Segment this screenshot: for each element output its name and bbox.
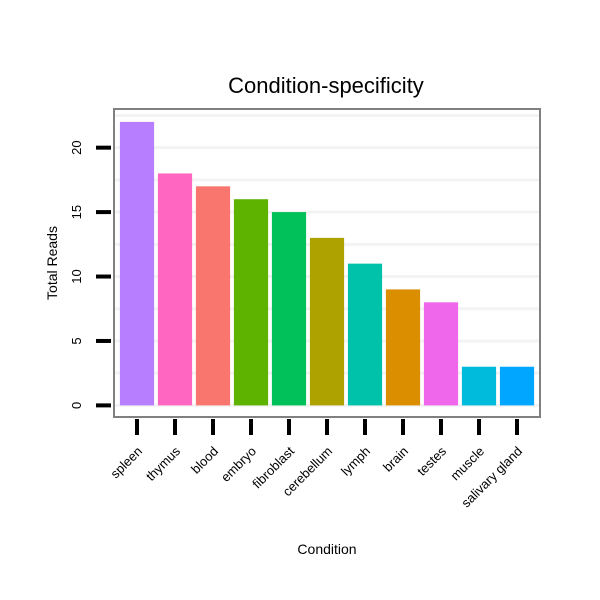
bar-blood bbox=[195, 186, 231, 406]
bar-testes bbox=[423, 302, 459, 406]
y-tick-label-10: 10 bbox=[69, 269, 84, 283]
bar-lymph bbox=[347, 263, 383, 406]
x-axis-label: Condition bbox=[297, 541, 356, 557]
bar-fibroblast bbox=[271, 212, 307, 406]
bar-cerebellum bbox=[309, 237, 345, 406]
bar-thymus bbox=[157, 173, 193, 406]
y-tick-label-15: 15 bbox=[69, 205, 84, 219]
y-tick-label-5: 5 bbox=[69, 337, 84, 344]
y-axis: 0 5 10 15 20 bbox=[69, 140, 111, 409]
y-axis-label: Total Reads bbox=[44, 226, 60, 300]
bar-embryo bbox=[233, 199, 269, 406]
bar-brain bbox=[385, 289, 421, 406]
plot-border bbox=[113, 108, 541, 418]
y-tick-label-20: 20 bbox=[69, 140, 84, 154]
bar-spleen bbox=[119, 121, 155, 406]
chart-title: Condition-specificity bbox=[228, 73, 424, 98]
y-tick-label-0: 0 bbox=[69, 402, 84, 409]
bar-muscle bbox=[461, 366, 497, 406]
bar-layer bbox=[119, 121, 535, 406]
bar-salivary-gland bbox=[499, 366, 535, 406]
